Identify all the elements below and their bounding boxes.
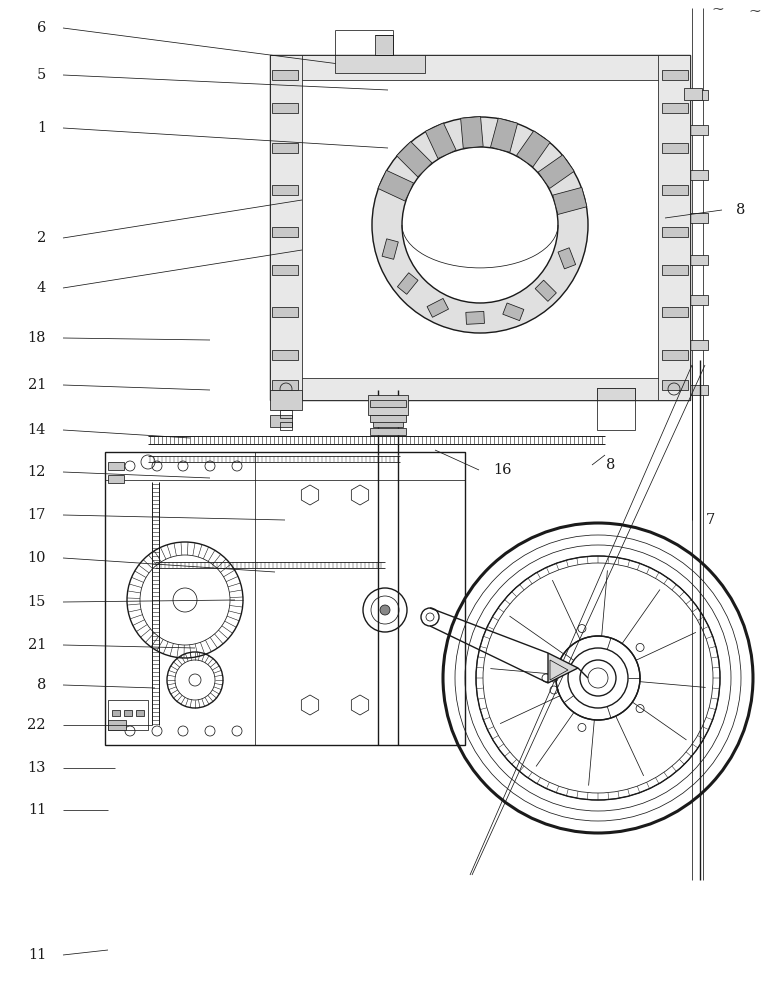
Text: 8: 8 [606, 458, 615, 472]
Bar [370, 415, 406, 422]
Bar [662, 265, 688, 275]
Bar [427, 298, 448, 317]
Text: 17: 17 [28, 508, 46, 522]
Bar [658, 55, 690, 400]
Bar [491, 118, 518, 152]
Bar [124, 710, 132, 716]
Bar [382, 239, 398, 259]
Text: 21: 21 [28, 638, 46, 652]
Bar [662, 307, 688, 317]
Bar [535, 280, 557, 301]
Bar [687, 295, 708, 305]
Bar [112, 710, 120, 716]
Bar [502, 303, 524, 321]
Bar [687, 125, 708, 135]
Bar [255, 452, 465, 745]
Bar [597, 388, 635, 400]
Text: 2: 2 [37, 231, 46, 245]
Text: ~: ~ [712, 3, 724, 17]
Bar [662, 143, 688, 153]
Bar [378, 170, 414, 201]
Bar [662, 380, 688, 390]
Bar [558, 248, 576, 269]
Text: 8: 8 [736, 203, 745, 217]
Bar [687, 255, 708, 265]
Bar [272, 307, 298, 317]
Bar [272, 143, 298, 153]
Text: 11: 11 [28, 948, 46, 962]
Bar [270, 55, 690, 400]
Bar [516, 131, 550, 167]
Bar [375, 35, 393, 55]
Text: 12: 12 [28, 465, 46, 479]
Text: 4: 4 [37, 281, 46, 295]
Text: 18: 18 [28, 331, 46, 345]
Bar [684, 88, 702, 100]
Text: 7: 7 [706, 513, 715, 527]
Bar [662, 227, 688, 237]
Bar [272, 185, 298, 195]
Bar [270, 415, 292, 427]
Text: 16: 16 [493, 463, 512, 477]
Bar [370, 400, 406, 407]
Bar [272, 380, 298, 390]
Text: 11: 11 [28, 803, 46, 817]
Text: 1: 1 [37, 121, 46, 135]
Bar [466, 311, 485, 324]
Bar [280, 410, 292, 418]
Text: 21: 21 [28, 378, 46, 392]
Bar [461, 117, 483, 148]
Bar [425, 123, 456, 159]
Bar [335, 55, 425, 73]
Bar [368, 395, 408, 415]
Bar [662, 103, 688, 113]
Bar [272, 265, 298, 275]
Bar [270, 390, 302, 410]
Bar [270, 55, 302, 400]
Bar [687, 170, 708, 180]
Bar [373, 415, 403, 427]
Bar [270, 378, 690, 400]
Bar [370, 428, 406, 435]
Text: 6: 6 [36, 21, 46, 35]
Polygon shape [548, 653, 578, 683]
Bar [272, 103, 298, 113]
Bar [280, 422, 292, 430]
Circle shape [380, 605, 390, 615]
Bar [397, 273, 418, 294]
Bar [108, 462, 124, 470]
Text: 10: 10 [28, 551, 46, 565]
Bar [662, 185, 688, 195]
Text: 22: 22 [28, 718, 46, 732]
Text: 13: 13 [28, 761, 46, 775]
Bar [662, 70, 688, 80]
Text: 15: 15 [28, 595, 46, 609]
Text: 14: 14 [28, 423, 46, 437]
Text: ~: ~ [748, 5, 761, 19]
Bar [597, 388, 635, 430]
Bar [270, 55, 690, 80]
Bar [105, 452, 465, 745]
Bar [108, 700, 148, 730]
Text: 8: 8 [36, 678, 46, 692]
Bar [662, 350, 688, 360]
Bar [687, 90, 708, 100]
Bar [538, 155, 574, 188]
Bar [687, 340, 708, 350]
Bar [108, 475, 124, 483]
Bar [272, 70, 298, 80]
Bar [108, 720, 126, 730]
Bar [272, 350, 298, 360]
Bar [136, 710, 144, 716]
Bar [397, 142, 432, 177]
Bar [687, 385, 708, 395]
Text: 5: 5 [37, 68, 46, 82]
Bar [687, 213, 708, 223]
Bar [272, 227, 298, 237]
Bar [553, 187, 587, 214]
